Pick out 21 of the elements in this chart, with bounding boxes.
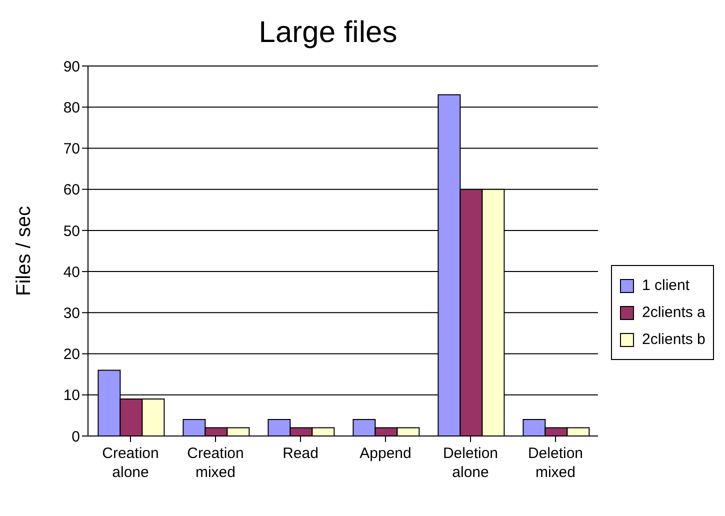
- y-tick-label: 60: [63, 182, 80, 199]
- chart-title: Large files: [258, 16, 398, 50]
- y-tick-label: 20: [63, 346, 80, 364]
- y-tick-label: 0: [72, 428, 80, 446]
- legend-label: 2clients b: [641, 330, 706, 350]
- legend-label: 1 client: [641, 276, 691, 296]
- y-axis-title: Files / sec: [13, 206, 36, 296]
- x-tick-label: Deletion alone: [442, 445, 498, 481]
- y-tick-label: 30: [63, 304, 80, 322]
- legend-label: 2clients a: [641, 303, 706, 323]
- y-tick-label: 50: [63, 222, 80, 240]
- y-tick-label: 90: [63, 58, 80, 76]
- y-tick-label: 70: [63, 140, 80, 158]
- x-tick-label: Deletion mixed: [528, 445, 584, 481]
- y-tick-label: 80: [63, 99, 80, 116]
- x-tick-label: Read: [282, 445, 318, 462]
- y-tick-label: 10: [63, 387, 80, 404]
- y-tick-label: 40: [63, 264, 80, 281]
- x-tick-label: Creation mixed: [187, 445, 244, 481]
- x-tick-label: Append: [360, 445, 412, 462]
- x-tick-label: Creation alone: [102, 445, 159, 481]
